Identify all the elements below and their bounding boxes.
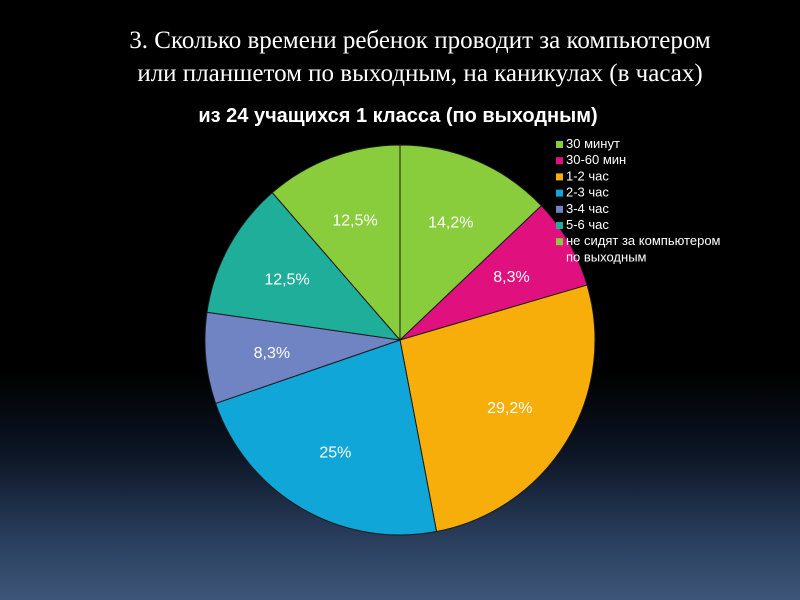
legend-label: 2-3 час: [566, 185, 609, 200]
legend-swatch: [556, 205, 563, 213]
slice-label: 12,5%: [264, 271, 309, 288]
slide-title-line-2: или планшетом по выходным, на каникулах …: [137, 60, 703, 87]
pie-slice: [271, 144, 401, 342]
legend-label: не сидят за компьютером: [566, 233, 721, 248]
pie-labels: 14,2% 8,3% 29,2% 25% 8,3% 12,5% 12,5%: [254, 212, 533, 461]
pie-slices: [204, 144, 596, 536]
pie-slice: [214, 339, 438, 536]
legend-swatch: [556, 238, 563, 246]
slide-title-line-1: 3. Сколько времени ребенок проводит за к…: [129, 27, 711, 54]
chart-title: из 24 учащихся 1 класса (по выходным): [198, 105, 597, 127]
slice-label: 8,3%: [254, 345, 290, 362]
legend-swatch: [556, 157, 563, 165]
slice-label: 25%: [319, 444, 351, 461]
slide-title: 3. Сколько времени ребенок проводит за к…: [60, 24, 780, 90]
legend-label: 30-60 мин: [566, 152, 626, 167]
slice-label: 8,3%: [493, 269, 529, 286]
legend-swatch: [556, 189, 563, 197]
pie-slice: [399, 144, 543, 342]
legend-swatch: [556, 173, 563, 181]
slice-label: 14,2%: [428, 215, 473, 232]
legend-label: 3-4 час: [566, 201, 609, 216]
legend-label: 1-2 час: [566, 168, 609, 183]
legend-swatch: [556, 222, 563, 229]
slice-label: 12,5%: [332, 212, 377, 229]
slice-label: 29,2%: [487, 400, 532, 417]
legend-label: 5-6 час: [566, 217, 609, 232]
pie-slice: [206, 191, 402, 341]
legend-label: по выходным: [566, 249, 647, 264]
legend-swatch: [556, 141, 563, 148]
pie-slice: [399, 284, 596, 533]
legend-label: 30 минут: [566, 136, 620, 151]
